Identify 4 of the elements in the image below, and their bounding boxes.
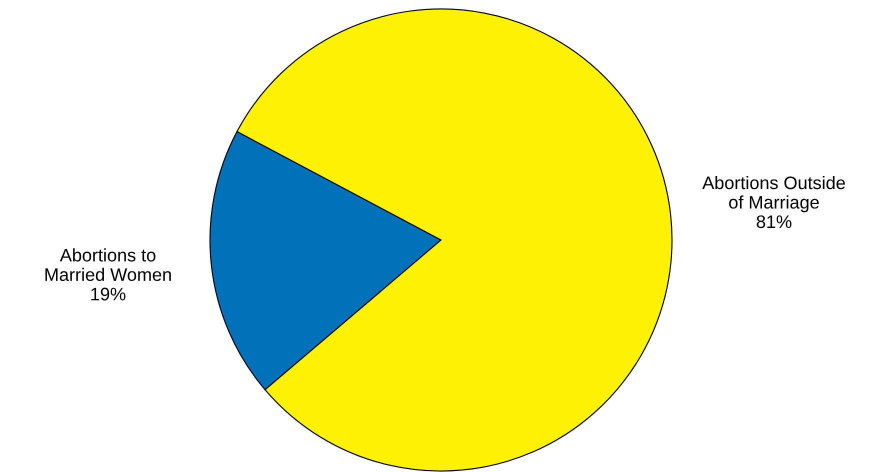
slice-label: Abortions Outside of Marriage [702,176,845,212]
data-label: 19% [91,288,126,300]
slice-label: Abortions to Married Women [45,248,171,282]
data-label: 81% [756,215,792,228]
